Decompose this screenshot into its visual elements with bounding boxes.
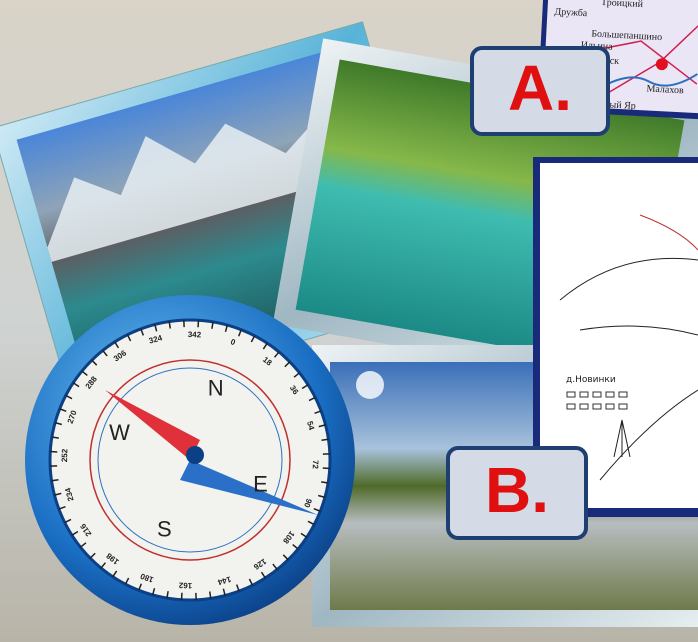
compass-degree: 342	[188, 330, 202, 339]
map-b-village: д.Новинки	[566, 375, 616, 385]
compass-direction: E	[253, 472, 268, 497]
compass: 0183654729010812614416218019821623425227…	[25, 295, 355, 625]
compass-tick	[52, 480, 59, 481]
compass-tick	[210, 592, 211, 599]
map-a-place: Дружба	[554, 7, 588, 20]
compass-tick	[169, 322, 170, 329]
map-a-place: Малахов	[646, 83, 684, 96]
compass-degree: 162	[178, 581, 192, 590]
compass-tick	[322, 439, 329, 440]
compass-degree: 252	[60, 448, 69, 462]
label-a: A.	[472, 48, 608, 134]
label-a-text: A.	[508, 52, 572, 124]
label-b: B.	[448, 448, 586, 538]
compass-degree: 72	[311, 460, 320, 470]
label-b-text: B.	[485, 454, 549, 526]
compass-direction: W	[109, 420, 130, 445]
compass-direction: S	[157, 516, 172, 541]
compass-direction: N	[208, 375, 224, 400]
slide: ДружбаТроицкийБольшепаншиноИльинаейскМал…	[0, 0, 698, 642]
